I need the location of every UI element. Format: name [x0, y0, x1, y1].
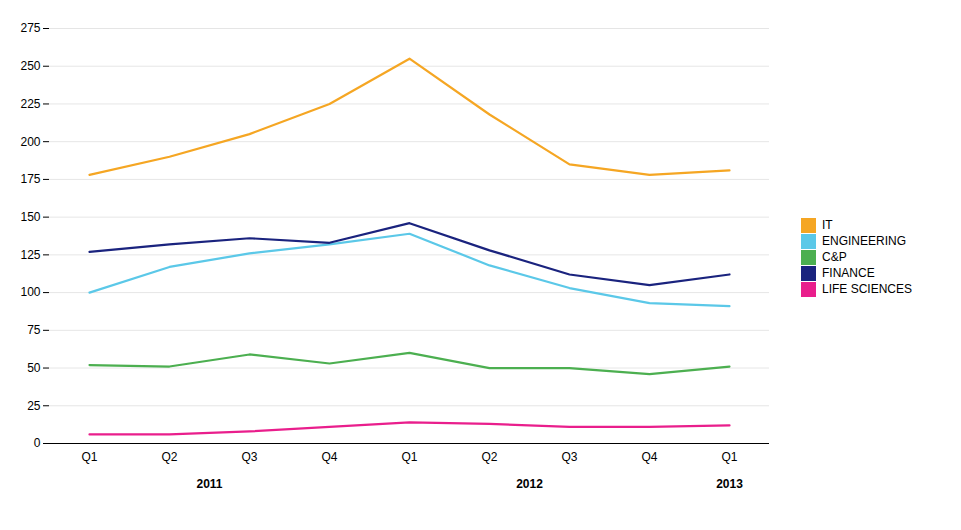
- svg-text:Q3: Q3: [241, 450, 257, 464]
- svg-text:Q1: Q1: [401, 450, 417, 464]
- html-text:LIFE SCIENCES: LIFE SCIENCES: [822, 282, 912, 296]
- svg-text:Q4: Q4: [641, 450, 657, 464]
- svg-text:125: 125: [20, 248, 40, 262]
- svg-text:Q2: Q2: [481, 450, 497, 464]
- svg-text:250: 250: [20, 59, 40, 73]
- svg-text:2013: 2013: [716, 477, 743, 491]
- html-text:IT: IT: [822, 218, 833, 232]
- svg-text:Q4: Q4: [321, 450, 337, 464]
- html-text:C&P: C&P: [822, 250, 847, 264]
- svg-text:200: 200: [20, 135, 40, 149]
- html-text:FINANCE: FINANCE: [822, 266, 875, 280]
- svg-text:2012: 2012: [516, 477, 543, 491]
- svg-text:Q1: Q1: [721, 450, 737, 464]
- svg-text:225: 225: [20, 97, 40, 111]
- svg-text:75: 75: [27, 323, 41, 337]
- svg-text:0: 0: [34, 436, 41, 450]
- svg-text:2011: 2011: [196, 477, 222, 491]
- svg-text:25: 25: [27, 399, 41, 413]
- svg-text:175: 175: [20, 172, 40, 186]
- svg-text:150: 150: [20, 210, 40, 224]
- svg-text:Q2: Q2: [161, 450, 177, 464]
- svg-text:100: 100: [20, 285, 40, 299]
- svg-text:50: 50: [27, 361, 41, 375]
- html-text:ENGINEERING: ENGINEERING: [822, 234, 906, 248]
- svg-text:275: 275: [20, 21, 40, 35]
- svg-text:Q1: Q1: [81, 450, 97, 464]
- svg-text:Q3: Q3: [561, 450, 577, 464]
